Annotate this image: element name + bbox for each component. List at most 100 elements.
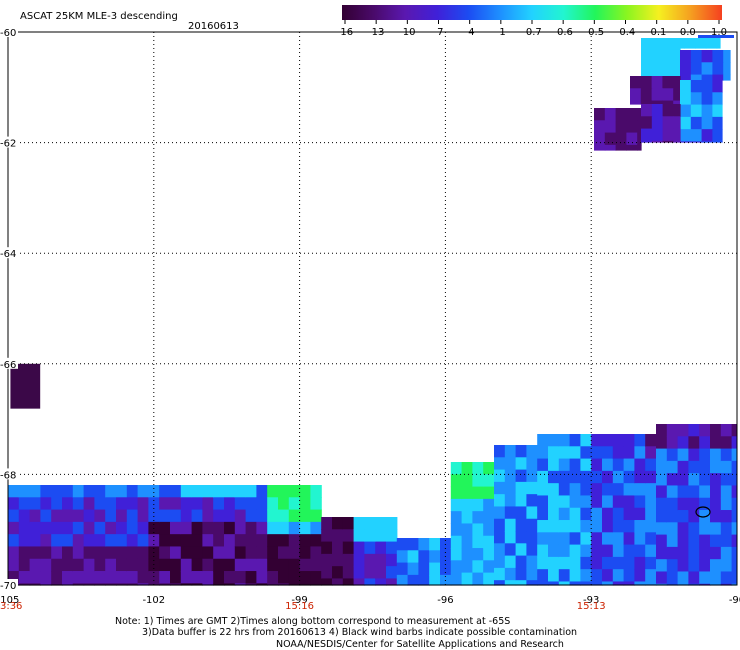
swath-cell xyxy=(483,548,495,561)
swath-cell xyxy=(688,510,700,523)
swath-cell xyxy=(461,523,473,537)
map-frame xyxy=(7,31,738,586)
swath-cell xyxy=(202,521,214,535)
swath-cell xyxy=(569,544,581,558)
swath-cell xyxy=(310,497,322,511)
swath-cell xyxy=(580,495,592,509)
swath-cell xyxy=(690,92,703,106)
swath-cell xyxy=(569,520,581,533)
swath-cell xyxy=(712,80,723,93)
swath-cell xyxy=(699,460,711,474)
swath-cell xyxy=(83,534,95,548)
swath-cell xyxy=(267,509,279,523)
swath-cell xyxy=(62,534,74,548)
swath-cell xyxy=(701,74,713,81)
swath-cell xyxy=(569,532,581,546)
swath-cell xyxy=(580,569,592,583)
swath-cell xyxy=(712,92,723,106)
swath-data xyxy=(8,35,737,586)
swath-cell xyxy=(267,521,279,535)
swath-cell xyxy=(662,100,674,105)
swath-cell xyxy=(191,485,203,498)
swath-cell xyxy=(450,548,463,561)
swath-cell xyxy=(656,448,668,462)
swath-cell xyxy=(429,538,441,551)
swath-cell xyxy=(688,522,700,536)
swath-cell xyxy=(137,521,149,535)
swath-cell xyxy=(699,522,711,536)
lat-tick-label: -70 xyxy=(0,581,16,592)
swath-cell xyxy=(116,546,128,560)
swath-cell xyxy=(558,470,571,484)
swath-cell xyxy=(656,485,668,499)
swath-cell xyxy=(8,558,20,572)
swath-cell xyxy=(720,485,733,499)
swath-cell xyxy=(731,522,737,536)
swath-cell xyxy=(688,571,700,585)
swath-cell xyxy=(245,546,257,560)
swath-cell xyxy=(180,485,193,498)
swath-cell xyxy=(126,583,139,586)
lat-tick-label: -64 xyxy=(0,249,16,260)
swath-cell xyxy=(72,521,85,535)
swath-cell xyxy=(504,543,517,557)
swath-cell xyxy=(256,534,268,548)
swath-cell xyxy=(537,569,549,583)
swath-cell xyxy=(637,108,642,121)
swath-cell xyxy=(604,120,617,134)
swath-cell xyxy=(278,558,290,572)
swath-cell xyxy=(623,532,635,546)
swath-cell xyxy=(705,38,718,49)
swath-cell xyxy=(720,448,733,462)
swath-cell xyxy=(256,558,268,572)
swath-cell xyxy=(673,116,681,130)
swath-cell xyxy=(623,581,635,586)
swath-cell xyxy=(245,534,257,548)
swath-cell xyxy=(666,546,679,560)
swath-cell xyxy=(731,497,737,511)
swath-cell xyxy=(40,546,52,560)
swath-cell xyxy=(537,470,549,484)
swath-cell xyxy=(591,532,603,546)
swath-cell xyxy=(612,458,625,472)
swath-cell xyxy=(278,583,290,586)
swath-cell xyxy=(651,100,663,105)
swath-cell xyxy=(731,510,737,523)
swath-cell xyxy=(353,517,365,530)
swath-cell xyxy=(634,446,646,460)
swath-cell xyxy=(594,120,606,134)
swath-cell xyxy=(504,531,517,544)
swath-cell xyxy=(213,509,225,523)
swath-cell xyxy=(673,48,681,61)
swath-cell xyxy=(429,574,441,586)
swath-cell xyxy=(720,534,733,548)
swath-cell xyxy=(637,120,642,134)
swath-cell xyxy=(688,448,700,462)
swath-cell xyxy=(662,116,674,130)
swath-cell xyxy=(666,448,679,462)
swath-cell xyxy=(612,446,625,460)
swath-cell xyxy=(515,457,527,471)
swath-cell xyxy=(159,521,171,535)
swath-cell xyxy=(591,434,603,447)
swath-cell xyxy=(701,104,713,118)
swath-cell xyxy=(504,580,517,586)
swath-cell xyxy=(526,445,538,458)
swath-cell xyxy=(83,558,95,572)
swath-cell xyxy=(288,497,301,511)
swath-cell xyxy=(29,571,41,584)
swath-cell xyxy=(126,521,139,535)
swath-cell xyxy=(386,529,398,543)
swath-cell xyxy=(418,562,430,576)
swath-cell xyxy=(680,141,692,143)
swath-cell xyxy=(148,485,160,498)
swath-cell xyxy=(688,473,700,487)
swath-cell xyxy=(40,497,52,511)
swath-cell xyxy=(234,558,247,572)
swath-cell xyxy=(604,144,617,151)
swath-cell xyxy=(666,534,679,548)
swath-cell xyxy=(580,434,592,447)
swath-cell xyxy=(662,76,674,89)
swath-cell xyxy=(662,38,674,49)
swath-cell xyxy=(680,62,692,76)
